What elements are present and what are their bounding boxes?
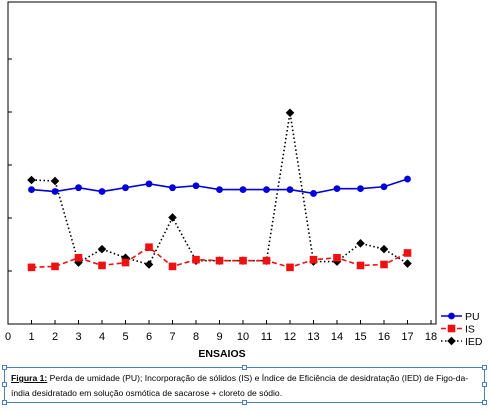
y-axis-ticks xyxy=(8,58,12,272)
legend-item-pu: PU xyxy=(441,311,480,323)
x-tick-label: 11 xyxy=(261,331,272,343)
x-tick-label: 4 xyxy=(99,331,105,343)
x-tick-label: 10 xyxy=(237,331,249,343)
figure-caption: Figura 1: Perda de umidade (PU); Incorpo… xyxy=(11,371,479,401)
data-point-is xyxy=(309,255,318,264)
x-tick-label: 0 xyxy=(5,331,11,343)
data-point-pu xyxy=(263,186,270,194)
resize-handle-bottom-middle[interactable] xyxy=(242,400,247,405)
x-tick-label: 9 xyxy=(216,331,222,343)
data-point-pu xyxy=(145,180,153,188)
data-point-is xyxy=(239,256,247,265)
data-point-pu xyxy=(404,175,411,183)
data-point-is xyxy=(215,256,224,265)
data-point-is xyxy=(98,261,106,270)
data-point-is xyxy=(121,258,130,267)
series-pu xyxy=(28,175,411,197)
data-point-is xyxy=(74,253,83,262)
legend-label: IED xyxy=(465,336,483,348)
resize-handle-middle-left[interactable] xyxy=(2,382,7,387)
data-point-ied xyxy=(50,176,60,186)
legend-marker-pu xyxy=(448,312,455,320)
data-point-is xyxy=(286,263,294,272)
data-point-ied xyxy=(97,244,107,254)
resize-handle-middle-right[interactable] xyxy=(482,382,487,387)
data-point-is xyxy=(145,243,153,251)
data-point-ied xyxy=(356,239,365,248)
legend-item-ied: IED xyxy=(441,336,483,348)
x-tick-label: 1 xyxy=(28,331,34,343)
resize-handle-top-middle[interactable] xyxy=(242,365,247,370)
caption-body: Perda de umidade (PU); Incorporação de s… xyxy=(11,373,469,398)
data-point-ied xyxy=(168,213,177,222)
legend-item-is: IS xyxy=(441,324,475,336)
data-point-pu xyxy=(216,186,223,194)
data-point-is xyxy=(27,263,36,272)
x-tick-label: 6 xyxy=(146,331,152,343)
data-point-ied xyxy=(144,260,154,269)
data-point-pu xyxy=(310,190,317,197)
data-point-pu xyxy=(380,183,388,191)
data-point-pu xyxy=(122,184,129,192)
series-layer xyxy=(27,108,412,272)
data-point-ied xyxy=(379,244,389,254)
legend-label: IS xyxy=(465,324,475,336)
x-tick-label: 17 xyxy=(401,331,413,343)
data-point-ied xyxy=(285,108,295,118)
x-tick-label: 3 xyxy=(75,331,81,343)
caption-label: Figura 1: xyxy=(11,373,48,383)
data-point-pu xyxy=(239,186,247,194)
data-point-is xyxy=(168,262,177,271)
data-point-pu xyxy=(98,188,106,195)
data-point-pu xyxy=(192,182,200,190)
data-point-is xyxy=(51,262,59,271)
data-point-ied xyxy=(27,175,36,185)
x-tick-label: 12 xyxy=(284,331,296,343)
data-point-pu xyxy=(51,188,59,195)
x-tick-label: 18 xyxy=(425,331,437,343)
data-point-pu xyxy=(28,186,35,194)
data-point-pu xyxy=(286,186,294,194)
x-tick-label: 13 xyxy=(307,331,319,343)
data-point-is xyxy=(403,249,412,257)
data-point-is xyxy=(333,253,341,262)
data-point-is xyxy=(356,261,365,270)
data-point-ied xyxy=(332,257,342,266)
legend-marker-is xyxy=(447,324,456,333)
x-tick-label: 16 xyxy=(378,331,390,343)
data-point-ied xyxy=(403,259,412,268)
x-tick-label: 15 xyxy=(354,331,366,343)
resize-handle-top-right[interactable] xyxy=(482,365,487,370)
x-tick-label: 7 xyxy=(169,331,175,343)
resize-handle-bottom-right[interactable] xyxy=(482,400,487,405)
x-tick-label: 8 xyxy=(193,331,199,343)
resize-handle-bottom-left[interactable] xyxy=(2,400,7,405)
resize-handle-top-left[interactable] xyxy=(2,365,7,370)
data-point-pu xyxy=(333,185,341,193)
x-tick-label: 14 xyxy=(331,331,343,343)
x-axis-title: ENSAIOS xyxy=(198,348,245,360)
legend-label: PU xyxy=(465,311,480,323)
figure-caption-box[interactable]: Figura 1: Perda de umidade (PU); Incorpo… xyxy=(4,367,485,403)
series-is xyxy=(27,243,412,272)
x-tick-label: 5 xyxy=(122,331,128,343)
data-point-is xyxy=(262,256,271,265)
x-tick-label: 2 xyxy=(52,331,58,343)
data-point-pu xyxy=(75,184,82,192)
x-axis: 0 1 2 3 4 5 6 7 8 9 10 11 12 13 14 15 16 17 18 xyxy=(5,320,437,343)
data-point-pu xyxy=(169,184,176,192)
data-point-is xyxy=(380,260,388,269)
data-point-pu xyxy=(357,185,364,193)
legend-marker-ied xyxy=(447,336,456,346)
plot-area xyxy=(7,1,437,325)
data-point-is xyxy=(192,255,200,264)
